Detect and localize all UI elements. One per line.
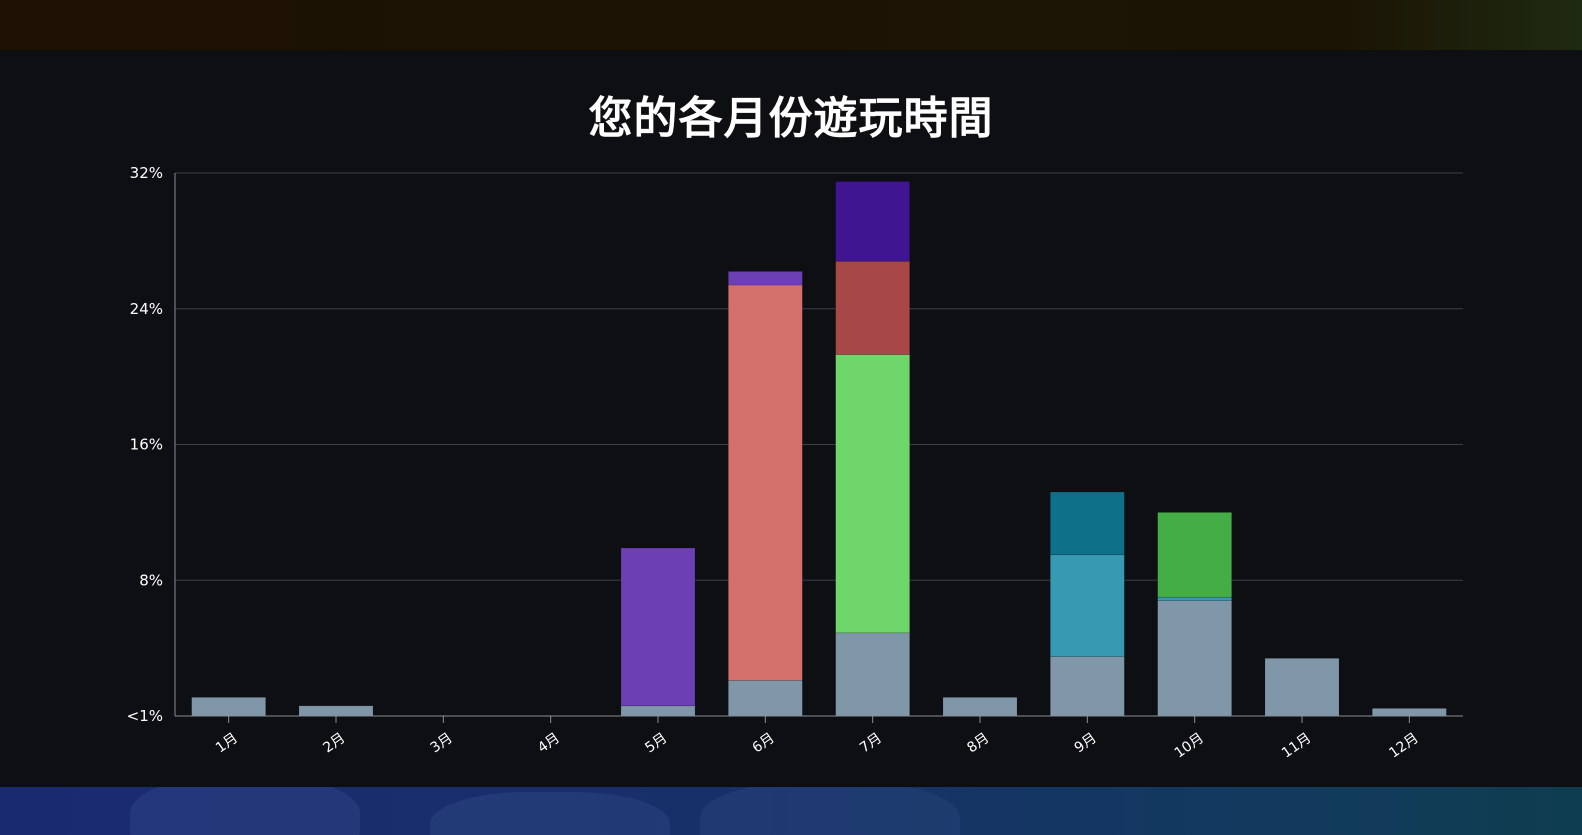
y-tick-label: 16% xyxy=(130,436,163,454)
bar-segment xyxy=(1157,596,1232,601)
x-tick-label: 12月 xyxy=(1386,730,1421,761)
bottom-banner-strip xyxy=(0,787,1582,835)
bar-segment xyxy=(728,271,803,286)
monthly-playtime-chart: <1% 8% 16% 24% 32% 1月 2月 3月 4月 5月 6月 7月 8月 9月 10月 11月 12… xyxy=(127,164,1463,762)
bar-segment xyxy=(298,705,374,717)
bar-segment xyxy=(1264,658,1340,717)
bar-segment xyxy=(835,354,910,634)
bar-segment xyxy=(191,697,266,717)
top-banner-strip xyxy=(0,0,1582,50)
y-tick-label: <1% xyxy=(127,707,163,725)
x-tick-label: 2月 xyxy=(320,730,348,756)
x-tick-label: 5月 xyxy=(642,730,670,756)
x-tick-label: 4月 xyxy=(535,730,563,756)
bar-segment xyxy=(1050,554,1125,657)
x-tick-label: 6月 xyxy=(750,730,778,756)
bar-segment xyxy=(620,547,696,707)
x-tick-label: 3月 xyxy=(428,730,456,756)
decor-blob xyxy=(700,787,960,835)
y-tick-label: 32% xyxy=(130,164,163,182)
x-tick-label: 1月 xyxy=(213,730,241,756)
bar-segment xyxy=(1372,708,1447,717)
x-tick-label: 8月 xyxy=(964,730,992,756)
decor-blob xyxy=(430,792,670,835)
bar-segment xyxy=(620,705,696,717)
y-tick-label: 8% xyxy=(139,571,163,589)
bar-segment xyxy=(728,284,803,681)
chart-title: 您的各月份遊玩時間 xyxy=(588,93,994,144)
bar-segment xyxy=(1050,656,1125,717)
bar-segment xyxy=(942,697,1018,717)
decor-blob xyxy=(130,787,360,835)
x-tick-label: 10月 xyxy=(1172,730,1207,761)
bar-segment xyxy=(835,632,910,717)
bar-segment xyxy=(728,680,803,717)
bar-segment xyxy=(1157,512,1232,598)
bar-segment xyxy=(835,260,910,355)
x-tick-label: 9月 xyxy=(1072,730,1100,756)
bar-segment xyxy=(835,181,910,262)
x-tick-label: 11月 xyxy=(1279,730,1314,761)
y-tick-label: 24% xyxy=(130,300,163,318)
bar-segment xyxy=(1157,600,1232,717)
x-tick-label: 7月 xyxy=(857,730,885,756)
bar-segment xyxy=(1050,491,1125,556)
